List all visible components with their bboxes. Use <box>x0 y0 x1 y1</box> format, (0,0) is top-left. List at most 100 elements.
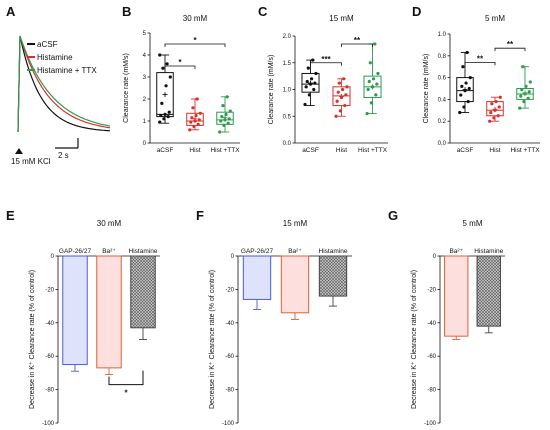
y-tick-label: -80 <box>45 388 54 394</box>
data-point <box>459 93 463 97</box>
data-point <box>191 106 195 110</box>
data-point <box>374 93 378 97</box>
y-tick-label: -20 <box>225 287 234 293</box>
panel-title: 5 mM <box>463 219 483 228</box>
data-point <box>339 95 344 100</box>
category-label: Histamine <box>474 248 503 255</box>
data-point <box>313 81 317 85</box>
data-point <box>161 66 165 70</box>
category-label: aCSF <box>157 147 174 154</box>
data-point <box>490 102 494 106</box>
y-tick-label: 2.0 <box>283 34 292 40</box>
box <box>156 72 174 118</box>
data-point <box>303 102 307 107</box>
box <box>301 72 320 93</box>
trace-line-0 <box>17 35 111 133</box>
y-tick-label: -20 <box>427 287 436 293</box>
y-tick-label: 1.0 <box>283 88 292 94</box>
bar <box>62 255 88 366</box>
y-tick-label: 0.6 <box>438 76 447 82</box>
data-point <box>488 119 492 123</box>
data-point <box>462 105 466 109</box>
y-tick-label: -40 <box>45 321 54 327</box>
y-tick-label: -40 <box>427 321 436 327</box>
y-tick-label: 4 <box>143 53 147 59</box>
data-point <box>496 114 500 118</box>
category-label: Histamine <box>129 248 158 255</box>
panel-d: D 5 mM 0.0 0.2 0.4 0.6 0.8 1.0 Clearance rate (m… <box>412 4 540 154</box>
y-tick-label: -60 <box>45 354 54 360</box>
data-point <box>308 82 313 86</box>
trace-line-2 <box>17 35 111 133</box>
data-point <box>304 85 308 89</box>
data-point <box>518 106 522 110</box>
data-point <box>164 84 168 88</box>
data-point <box>167 110 171 114</box>
data-point <box>193 119 197 123</box>
panel-title: 5 mM <box>485 14 505 23</box>
y-tick-label: -60 <box>225 354 234 360</box>
significance-label: * <box>124 389 128 398</box>
data-point <box>366 87 370 92</box>
panel-label: C <box>258 4 268 19</box>
category-label: GAP-26/27 <box>59 248 92 255</box>
data-point <box>520 87 524 92</box>
category-label: Ba²⁺ <box>288 248 302 255</box>
y-axis-label: Decrease in K⁺ Clearance rate (% of cont… <box>410 270 418 409</box>
y-tick-label: -80 <box>427 388 436 394</box>
significance-bracket <box>108 370 144 386</box>
y-tick-label: -20 <box>45 287 54 293</box>
box <box>456 77 474 103</box>
panel-title: 15 mM <box>329 14 354 23</box>
data-point <box>162 117 166 121</box>
data-point <box>524 84 528 88</box>
data-point <box>158 120 162 124</box>
y-tick-label: 0.4 <box>438 97 447 103</box>
data-point <box>523 92 527 96</box>
bar <box>280 255 310 314</box>
y-tick-label: 1.5 <box>283 61 292 67</box>
stimulus-arrow-icon <box>15 148 23 154</box>
scale-bar-label: 2 s <box>58 151 69 160</box>
category-label: Hist +TTX <box>510 147 540 154</box>
data-point <box>305 79 309 84</box>
data-point <box>344 93 348 97</box>
panel-title: 30 mM <box>183 14 208 23</box>
data-point <box>314 71 318 76</box>
data-point <box>168 75 172 79</box>
data-point <box>188 128 192 132</box>
significance-bracket <box>341 43 373 48</box>
category-label: Hist <box>336 147 347 154</box>
category-label: aCSF <box>457 147 474 154</box>
y-tick-label: -100 <box>42 421 55 427</box>
panel-c: C 15 mM 0.0 0.5 1.0 1.5 2.0 Clearance rate (mM/… <box>258 4 388 154</box>
data-point <box>375 82 379 86</box>
y-axis-label: Decrease in K⁺ Clearance rate (% of cont… <box>28 270 36 409</box>
data-point <box>527 90 531 94</box>
data-point <box>528 80 532 84</box>
data-point <box>218 130 222 134</box>
category-label: Hist +TTX <box>358 147 388 154</box>
data-point <box>160 101 164 105</box>
panel-label: E <box>6 208 15 223</box>
data-point <box>365 111 369 116</box>
data-point <box>371 77 376 81</box>
data-point <box>158 53 162 57</box>
data-point <box>226 121 230 125</box>
category-label: aCSF <box>302 147 319 154</box>
data-point <box>336 90 340 94</box>
data-point <box>522 99 526 104</box>
data-point <box>196 122 200 126</box>
y-tick-label: 0 <box>51 254 55 260</box>
y-tick-label: 0.0 <box>283 141 292 147</box>
data-point <box>467 86 471 91</box>
category-label: Hist <box>489 147 500 154</box>
y-axis-label: Decrease in K⁺ Clearance rate (% of cont… <box>208 270 216 409</box>
category-label: Histamine <box>319 248 348 255</box>
data-point <box>370 85 375 89</box>
significance-label: ** <box>507 40 514 49</box>
data-point <box>221 104 225 108</box>
data-point <box>307 93 312 97</box>
